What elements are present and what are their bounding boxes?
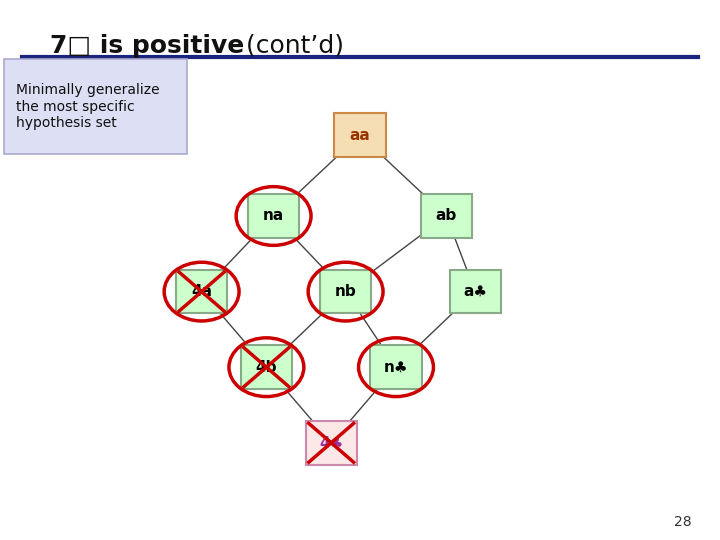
Text: Minimally generalize
the most specific
hypothesis set: Minimally generalize the most specific h… xyxy=(16,84,159,130)
FancyBboxPatch shape xyxy=(305,421,357,464)
FancyBboxPatch shape xyxy=(176,269,228,313)
Text: (cont’d): (cont’d) xyxy=(238,34,343,58)
Text: nb: nb xyxy=(335,284,356,299)
Text: 4a: 4a xyxy=(191,284,212,299)
Text: a♣: a♣ xyxy=(463,284,487,299)
Text: 28: 28 xyxy=(674,515,691,529)
FancyBboxPatch shape xyxy=(420,194,472,238)
Text: aa: aa xyxy=(350,127,370,143)
Text: 7□ is positive: 7□ is positive xyxy=(50,34,245,58)
FancyBboxPatch shape xyxy=(4,59,187,154)
Text: n♣: n♣ xyxy=(384,360,408,375)
FancyBboxPatch shape xyxy=(248,194,300,238)
FancyBboxPatch shape xyxy=(240,346,292,389)
Text: 4♣: 4♣ xyxy=(319,435,343,450)
Text: 4b: 4b xyxy=(256,360,277,375)
Text: na: na xyxy=(263,208,284,224)
Text: ab: ab xyxy=(436,208,457,224)
FancyBboxPatch shape xyxy=(334,113,386,157)
FancyBboxPatch shape xyxy=(449,269,501,313)
FancyBboxPatch shape xyxy=(320,269,372,313)
FancyBboxPatch shape xyxy=(371,346,422,389)
